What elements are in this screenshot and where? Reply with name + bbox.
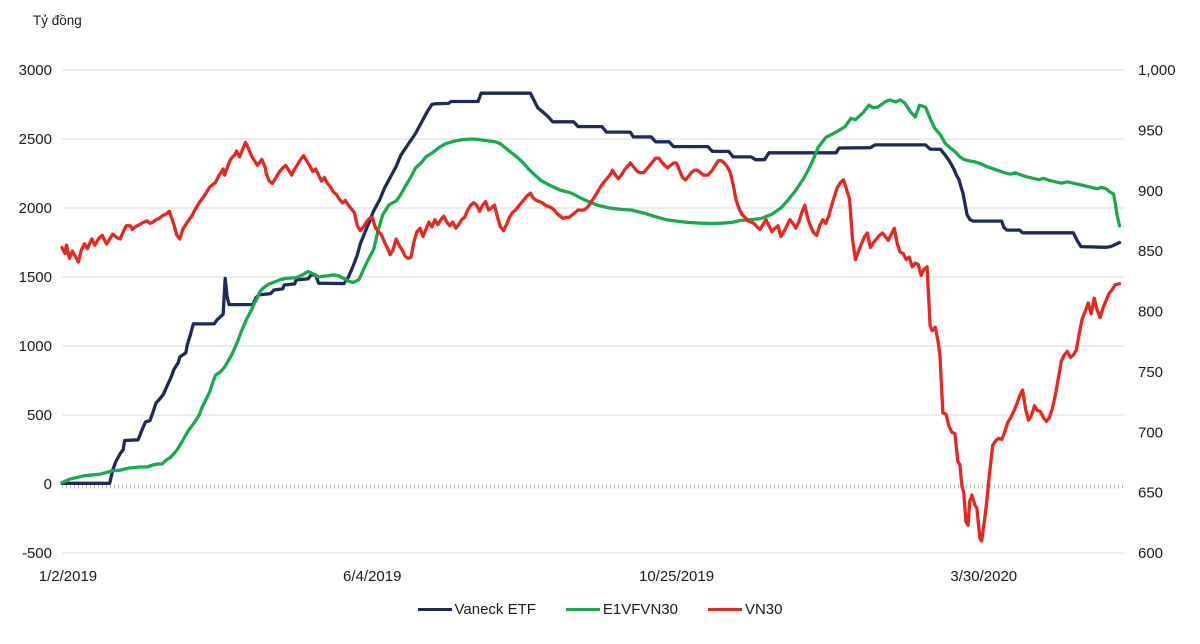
series-line-vaneck-etf [60,91,1122,485]
legend-label: Vaneck ETF [454,601,536,618]
y-right-tick-label: 950 [1138,122,1163,139]
y-left-tick-label: 1000 [19,338,52,355]
chart-legend: Vaneck ETF E1VFVN30 VN30 [0,601,1200,618]
legend-item-vaneck-etf: Vaneck ETF [417,601,536,618]
legend-line-swatch [707,608,742,611]
y-left-tick-label: 3000 [19,62,52,79]
y-left-tick-label: -500 [22,545,52,562]
y-right-tick-label: 600 [1138,545,1163,562]
x-tick-label: 3/30/2020 [950,568,1017,585]
series-line-e1vfvn30 [60,98,1122,485]
x-tick-label: 6/4/2019 [343,568,401,585]
y-left-tick-label: 0 [44,476,52,493]
y-left-tick-label: 2500 [19,131,52,148]
legend-line-swatch [565,608,600,611]
y-left-tick-label: 1500 [19,269,52,286]
y-axis-unit-label: Tỷ đồng [33,13,82,28]
legend-line-swatch [417,608,452,611]
legend-item-vn30: VN30 [707,601,783,618]
y-right-tick-label: 800 [1138,304,1163,321]
legend-label: VN30 [744,601,783,618]
y-left-tick-label: 2000 [19,200,52,217]
x-tick-label: 10/25/2019 [639,568,714,585]
x-tick-label: 1/2/2019 [39,568,97,585]
y-right-tick-label: 1,000 [1138,62,1176,79]
y-right-tick-label: 650 [1138,485,1163,502]
y-right-tick-label: 850 [1138,243,1163,260]
y-right-tick-label: 750 [1138,364,1163,381]
legend-label: E1VFVN30 [602,601,678,618]
y-right-tick-label: 700 [1138,424,1163,441]
series-line-vn30 [60,140,1122,543]
y-left-tick-label: 500 [27,407,52,424]
y-right-tick-label: 900 [1138,183,1163,200]
legend-item-e1vfvn30: E1VFVN30 [565,601,678,618]
